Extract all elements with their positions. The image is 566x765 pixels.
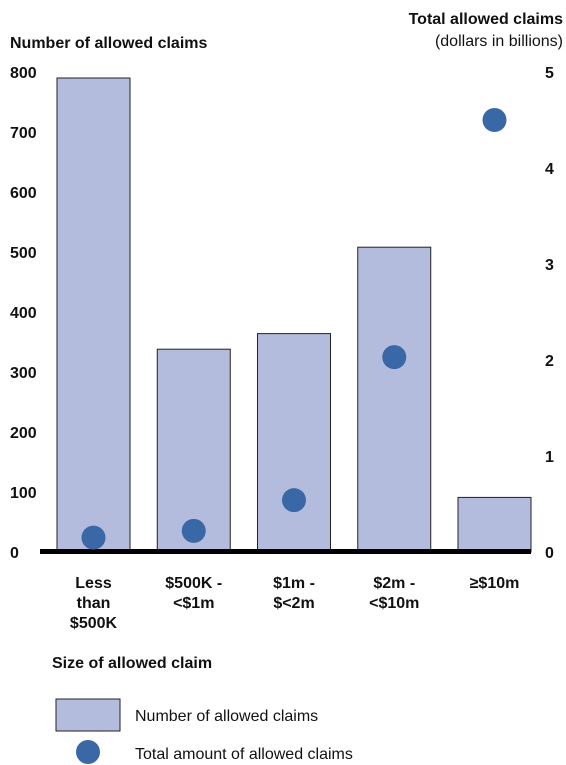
category-label: $2m - <$10m [369, 575, 419, 612]
dot [181, 518, 206, 543]
bar [56, 77, 131, 553]
category-label-line: ≥$10m [470, 575, 520, 592]
left-tick-label: 700 [10, 125, 37, 142]
legend-bar-label: Number of allowed claims [135, 708, 318, 725]
right-axis-title: Total allowed claims [409, 11, 564, 28]
dot [382, 345, 407, 370]
left-axis-ticks: 0 100 200 300 400 500 600 700 800 [10, 65, 37, 562]
category-label: ≥$10m [470, 575, 520, 592]
right-tick-label: 5 [545, 65, 554, 82]
baseline [40, 549, 531, 554]
right-tick-label: 4 [545, 161, 554, 178]
legend-dot-swatch [76, 740, 100, 764]
category-label: $1m - $<2m [273, 575, 315, 612]
right-tick-label: 3 [545, 257, 554, 274]
right-axis-subtitle: (dollars in billions) [435, 33, 563, 50]
right-tick-label: 2 [545, 353, 554, 370]
category-labels: Less than $500K $500K - <$1m $1m - $<2m $2m - <$… [70, 575, 519, 632]
right-tick-label: 0 [545, 545, 554, 562]
category-label-line: $2m - [373, 575, 415, 592]
bar-series [56, 77, 532, 553]
category-label-line: $500K - [165, 575, 222, 592]
category-label-line: Less [75, 575, 112, 592]
dot-series [81, 108, 507, 550]
right-axis-ticks: 0 1 2 3 4 5 [545, 65, 554, 562]
category-label-line: <$1m [173, 595, 214, 612]
bar [457, 496, 532, 553]
legend-dot-label: Total amount of allowed claims [135, 746, 353, 763]
category-label-line: $<2m [273, 595, 314, 612]
category-label-line: $500K [70, 615, 118, 632]
left-tick-label: 100 [10, 485, 37, 502]
left-tick-label: 800 [10, 65, 37, 82]
dot [282, 488, 306, 513]
category-label-line: than [77, 595, 111, 612]
left-tick-label: 200 [10, 425, 37, 442]
category-label: $500K - <$1m [165, 575, 222, 612]
bar [257, 333, 331, 553]
bar [156, 348, 231, 553]
left-axis-title: Number of allowed claims [10, 35, 207, 52]
left-tick-label: 0 [10, 545, 19, 562]
dot [81, 525, 106, 550]
left-tick-label: 600 [10, 185, 37, 202]
legend: Number of allowed claims Total amount of… [55, 698, 353, 764]
bar [357, 246, 432, 553]
category-label-line: $1m - [273, 575, 315, 592]
dot [482, 108, 507, 132]
left-tick-label: 400 [10, 305, 37, 322]
category-label-line: <$10m [369, 595, 419, 612]
x-axis-title: Size of allowed claim [52, 655, 212, 672]
left-tick-label: 500 [10, 245, 37, 262]
category-label: Less than $500K [70, 575, 118, 632]
legend-bar-swatch [55, 698, 121, 732]
right-tick-label: 1 [545, 449, 554, 466]
left-tick-label: 300 [10, 365, 37, 382]
